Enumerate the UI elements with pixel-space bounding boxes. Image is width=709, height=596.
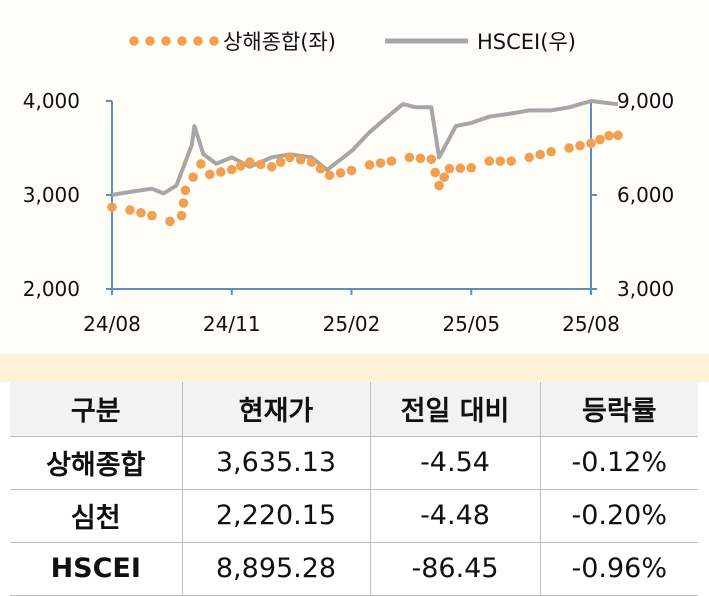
left-y-tick-label: 3,000 [23,183,80,207]
series-line-hscei [111,99,619,197]
series-point-shanghai [136,208,146,218]
series-point-shanghai [495,156,506,166]
table-header-row: 구분 현재가 전일 대비 등락률 [10,382,698,437]
right-y-tick-label: 6,000 [617,183,674,207]
series-point-shanghai [147,210,157,221]
table-row: 심천 2,220.15 -4.48 -0.20% [10,488,698,543]
series-point-shanghai [404,152,415,163]
series-point-shanghai [226,164,237,175]
chart-panel: 2,000 3,000 4,000 3,000 6,000 9,000 24/08 24/11… [22,30,675,336]
series-point-shanghai [335,168,346,178]
legend-marker-shanghai [209,36,219,46]
series-point-shanghai [196,159,206,169]
series-point-shanghai [535,149,545,160]
series-point-shanghai [178,198,189,208]
series-point-shanghai [455,163,466,174]
series-point-shanghai [575,140,585,151]
series-point-shanghai [324,170,335,181]
separator-stripe [0,354,709,382]
series-point-shanghai [165,216,175,227]
series-point-shanghai [415,153,426,164]
series-point-shanghai [430,167,440,178]
series-point-shanghai [586,138,596,149]
row-price: 2,220.15 [181,488,371,543]
row-change: -4.48 [369,488,541,543]
row-rate: -0.12% [539,435,698,490]
series-point-shanghai [564,143,574,153]
series-point-shanghai [176,210,187,221]
series-point-shanghai [216,167,226,177]
series-point-shanghai [346,165,357,176]
left-y-tick-label: 2,000 [23,277,80,301]
row-name: 심천 [10,488,183,543]
x-tick-label: 25/05 [442,312,500,336]
legend-label-hscei: HSCEI(우) [477,30,576,54]
row-name: HSCEI [10,541,183,596]
series-point-shanghai [386,156,397,166]
legend-label-shanghai: 상해종합(좌) [223,30,336,54]
table-row: 상해종합 3,635.13 -4.54 -0.12% [10,435,698,490]
left-y-tick-label: 4,000 [23,89,80,113]
legend-marker-shanghai [193,36,203,46]
header-current-price: 현재가 [181,382,371,437]
index-table: 구분 현재가 전일 대비 등락률 상해종합 3,635.13 -4.54 -0.… [10,382,698,596]
series-point-shanghai [266,162,277,172]
right-y-tick-label: 3,000 [617,277,674,301]
row-change: -86.45 [369,541,541,596]
series-point-shanghai [439,172,450,182]
legend-marker-shanghai [177,36,187,46]
row-rate: -0.20% [539,488,698,543]
series-point-shanghai [306,157,317,167]
x-tick-label: 25/02 [323,312,381,336]
series-point-shanghai [107,202,117,213]
series-point-shanghai [364,160,375,170]
x-tick-label: 24/08 [83,312,141,336]
series-point-shanghai [235,161,246,171]
row-change: -4.54 [369,435,541,490]
row-price: 8,895.28 [181,541,371,596]
row-rate: -0.96% [539,541,698,596]
series-point-shanghai [315,163,326,174]
right-y-tick-label: 9,000 [617,89,674,113]
series-point-shanghai [484,156,495,166]
header-change-rate: 등락률 [539,382,698,437]
x-tick-label: 24/11 [203,312,261,336]
series-point-shanghai [275,157,286,167]
series-point-shanghai [125,205,135,215]
row-price: 3,635.13 [181,435,371,490]
series-point-shanghai [604,130,614,141]
series-point-shanghai [613,130,623,141]
series-point-shanghai [244,157,255,167]
legend-marker-shanghai [145,36,155,46]
legend-marker-shanghai [161,36,171,46]
dual-axis-line-chart: 2,000 3,000 4,000 3,000 6,000 9,000 24/08 24/11… [23,30,675,336]
series-point-shanghai [595,134,605,145]
row-name: 상해종합 [10,435,183,490]
series-point-shanghai [188,172,198,182]
series-point-shanghai [466,162,477,173]
series-point-shanghai [205,169,215,180]
header-change: 전일 대비 [369,382,541,437]
series-point-shanghai [506,156,516,166]
series-point-shanghai [295,154,306,165]
series-point-shanghai [426,154,437,165]
legend-marker-shanghai [129,36,139,46]
series-point-shanghai [255,159,266,170]
header-category: 구분 [10,382,183,437]
series-point-shanghai [375,158,386,168]
series-point-shanghai [546,146,556,157]
series-point-shanghai [434,180,444,191]
series-point-shanghai [284,152,295,163]
series-point-shanghai [444,163,455,174]
series-point-shanghai [180,185,191,196]
table-row: HSCEI 8,895.28 -86.45 -0.96% [10,541,698,596]
x-tick-label: 25/08 [562,312,620,336]
series-point-shanghai [524,152,534,163]
